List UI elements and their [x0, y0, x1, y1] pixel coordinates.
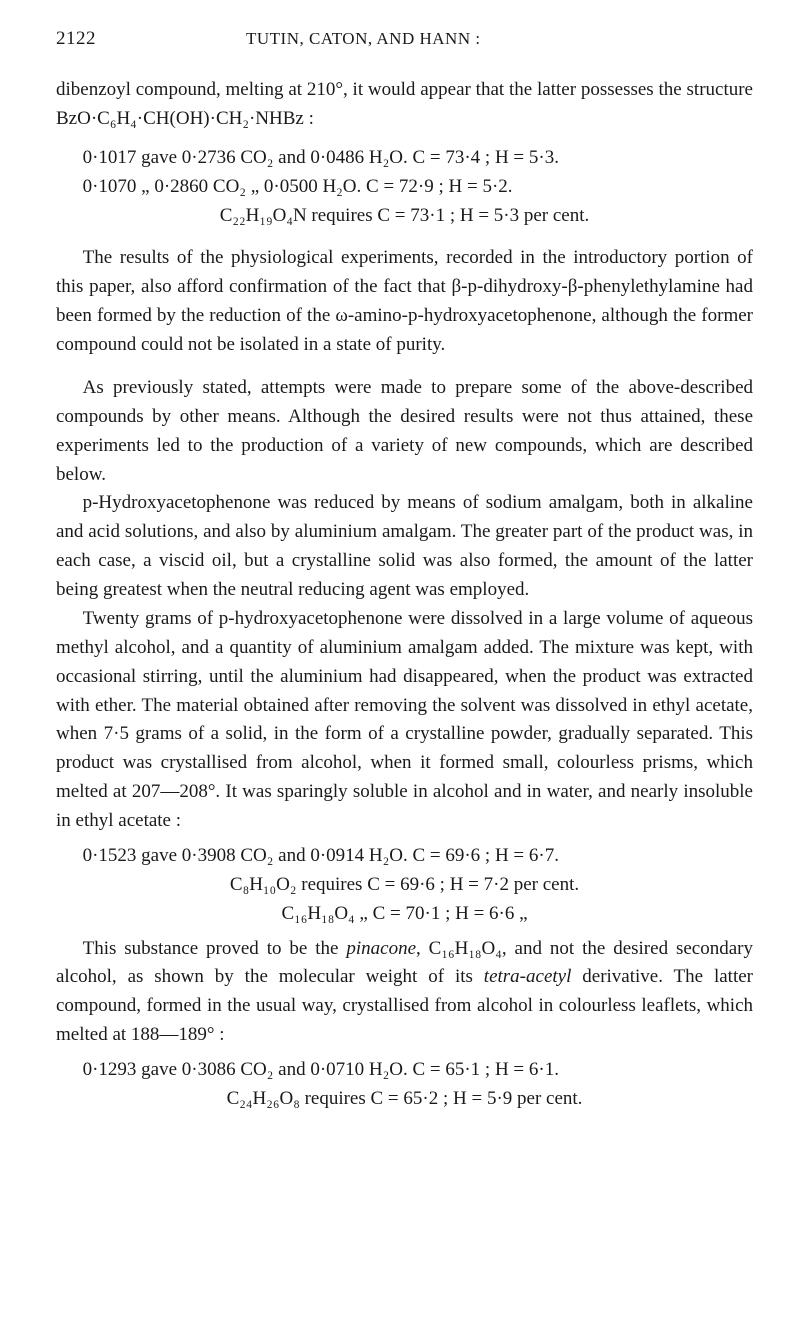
paragraph-5: Twenty grams of p-hydroxyacetophenone we… [56, 605, 753, 836]
analysis-line-2c: C₁₆H₁₈O₄ „ C = 70·1 ; H = 6·6 „ [56, 900, 753, 929]
analysis-line-3a: 0·1293 gave 0·3086 CO₂ and 0·0710 H₂O. C… [56, 1056, 753, 1085]
analysis-line-2a: 0·1523 gave 0·3908 CO₂ and 0·0914 H₂O. C… [56, 842, 753, 871]
analysis-line-1c: C₂₂H₁₉O₄N requires C = 73·1 ; H = 5·3 pe… [56, 202, 753, 231]
analysis-line-1b: 0·1070 „ 0·2860 CO₂ „ 0·0500 H₂O. C = 72… [56, 173, 753, 202]
analysis-line-1a: 0·1017 gave 0·2736 CO₂ and 0·0486 H₂O. C… [56, 144, 753, 173]
tetra-acetyl-term: tetra-acetyl [484, 966, 572, 987]
pinacone-term: pinacone [346, 938, 416, 959]
analysis-line-3b: C₂₄H₂₆O₈ requires C = 65·2 ; H = 5·9 per… [56, 1085, 753, 1114]
paragraph-6-part-a: This substance proved to be the [83, 938, 347, 959]
paragraph-1: dibenzoyl compound, melting at 210°, it … [56, 76, 753, 134]
page-header: 2122 TUTIN, CATON, AND HANN : [56, 28, 753, 50]
running-title: TUTIN, CATON, AND HANN : [246, 29, 481, 49]
page-number: 2122 [56, 28, 96, 50]
analysis-line-2b: C₈H₁₀O₂ requires C = 69·6 ; H = 7·2 per … [56, 871, 753, 900]
paragraph-3: As previously stated, attempts were made… [56, 374, 753, 490]
paragraph-2: The results of the physiological experim… [56, 244, 753, 360]
paragraph-6: This substance proved to be the pinacone… [56, 935, 753, 1051]
page: 2122 TUTIN, CATON, AND HANN : dibenzoyl … [0, 0, 801, 1344]
paragraph-4: p-Hydroxyacetophenone was reduced by mea… [56, 489, 753, 605]
